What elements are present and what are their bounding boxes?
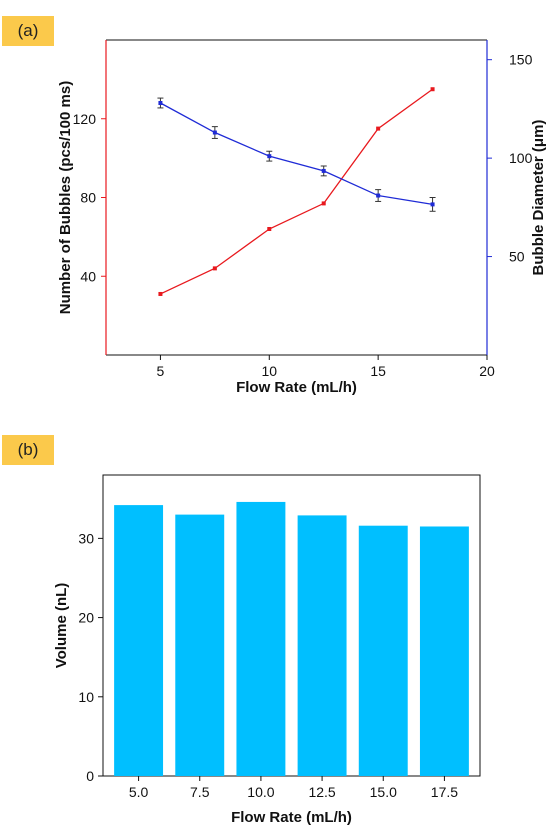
bubble-count-point <box>267 227 272 231</box>
bubble-diameter-point <box>158 101 163 105</box>
right-y-tick-label: 50 <box>509 249 525 265</box>
bar-x-tick-label: 7.5 <box>190 784 210 800</box>
bubble-diameter-point <box>376 193 381 198</box>
bar-x-tick-label: 10.0 <box>247 784 274 800</box>
bubble-count-point <box>376 126 381 131</box>
bar-x-tick-label: 5.0 <box>129 784 149 800</box>
line-chart-plot-area: 5 10 15 20 40 80 120 50 100 150 <box>73 39 533 379</box>
right-y-tick-label: 150 <box>509 52 533 68</box>
bar-chart-plot-area: 5.0 7.5 10.0 12.5 15.0 17.5 0 10 20 30 <box>78 474 481 800</box>
bar-y-tick-label: 20 <box>78 610 94 626</box>
right-y-axis-title: Bubble Diameter (μm) <box>530 120 547 276</box>
bubble-diameter-point <box>430 202 435 207</box>
bubble-count-point <box>321 201 326 206</box>
bar-y-tick-label: 30 <box>78 530 94 546</box>
bar-chart: 5.0 7.5 10.0 12.5 15.0 17.5 0 10 20 30 Flow Rate … <box>53 474 481 826</box>
bar-y-tick-label: 0 <box>86 768 94 784</box>
bubble-count-point <box>158 291 163 296</box>
x-axis-title: Flow Rate (mL/h) <box>236 379 357 396</box>
left-y-tick-label: 40 <box>80 268 96 284</box>
bar <box>175 514 225 776</box>
bar-x-axis-title: Flow Rate (mL/h) <box>231 809 352 826</box>
bubble-count-point <box>430 87 435 92</box>
bar-x-tick-label: 17.5 <box>431 784 458 800</box>
x-tick-label: 10 <box>261 363 277 379</box>
bar-y-axis-title: Volume (nL) <box>53 583 70 669</box>
left-y-axis-title: Number of Bubbles (pcs/100 ms) <box>57 81 74 314</box>
bar-x-tick-label: 15.0 <box>370 784 397 800</box>
bubble-diameter-line <box>160 102 433 206</box>
x-tick-label: 20 <box>479 363 495 379</box>
bar-plot-frame <box>102 474 481 777</box>
left-y-tick-label: 120 <box>73 111 97 127</box>
x-tick-label: 5 <box>157 363 165 379</box>
bar-x-tick-label: 12.5 <box>308 784 335 800</box>
right-y-tick-label: 100 <box>509 150 533 166</box>
left-y-tick-label: 80 <box>80 190 96 206</box>
bar <box>114 505 164 776</box>
panel-label-a: (a) <box>2 16 54 46</box>
bar <box>236 501 286 776</box>
x-tick-label: 15 <box>370 363 386 379</box>
bar <box>358 525 408 776</box>
bar <box>297 515 347 776</box>
bubble-diameter-point <box>267 154 272 159</box>
bubble-count-line <box>160 88 433 295</box>
bubble-diameter-point <box>212 130 217 135</box>
bar <box>419 526 469 776</box>
bar-y-tick-label: 10 <box>78 689 94 705</box>
panel-label-b: (b) <box>2 435 54 465</box>
bubble-diameter-point <box>321 168 326 173</box>
bubble-count-point <box>212 266 217 271</box>
